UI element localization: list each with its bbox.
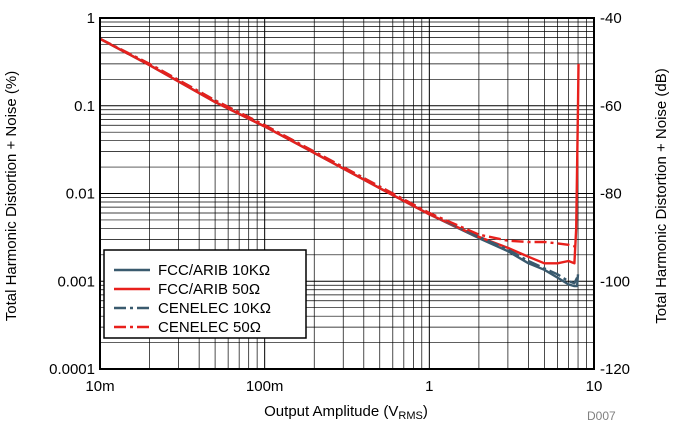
y-tick-label-left: 0.01 [66,186,95,203]
x-tick-label: 10m [85,378,114,395]
x-tick-label: 1 [425,378,433,395]
y-axis-title-right: Total Harmonic Distortion + Noise (dB) [653,68,670,324]
y-tick-label-right: -120 [600,361,630,378]
grid [100,18,594,369]
y-tick-label-right: -100 [600,273,630,290]
legend: FCC/ARIB 10KΩ FCC/ARIB 50Ω CENELEC 10KΩ CEN… [103,249,307,339]
legend-label: CENELEC 10KΩ [158,300,271,317]
x-axis-title-end: ) [423,403,428,420]
x-axis-title-main: Output Amplitude (V [264,403,398,420]
y-tick-label-right: -60 [600,98,622,115]
y-tick-label-left: 1 [87,10,95,27]
tick-labels: 10m 100m 1 10 1 0.1 0.01 0.001 0.0001 -40 -60 -80 -1… [49,10,630,395]
legend-label: FCC/ARIB 10KΩ [158,262,270,279]
x-axis-title-sub: RMS [398,410,422,422]
series-line-4 [99,37,578,248]
legend-label: CENELEC 50Ω [158,319,261,336]
y-tick-label-left: 0.1 [74,98,95,115]
y-tick-label-left: 0.001 [57,273,95,290]
x-tick-label: 100m [246,378,284,395]
x-axis-title: Output Amplitude (VRMS) [264,403,428,422]
plot-frame [99,17,595,370]
legend-label: FCC/ARIB 50Ω [158,281,260,298]
y-tick-label-right: -40 [600,10,622,27]
y-axis-title-left: Total Harmonic Distortion + Noise (%) [3,71,20,322]
figure-code: D007 [587,409,616,423]
legend-box [103,249,307,339]
x-tick-label: 10 [586,378,603,395]
y-tick-label-left: 0.0001 [49,361,95,378]
y-tick-label-right: -80 [600,186,622,203]
series-line-2 [99,37,580,265]
series-lines [99,37,580,288]
